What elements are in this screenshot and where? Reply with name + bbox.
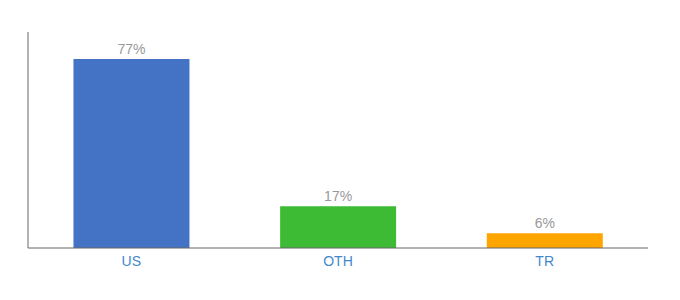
svg-text:OTH: OTH — [323, 253, 353, 269]
svg-text:TR: TR — [535, 253, 554, 269]
svg-text:77%: 77% — [117, 41, 145, 57]
svg-text:6%: 6% — [535, 215, 555, 231]
svg-text:US: US — [122, 253, 141, 269]
svg-text:17%: 17% — [324, 188, 352, 204]
